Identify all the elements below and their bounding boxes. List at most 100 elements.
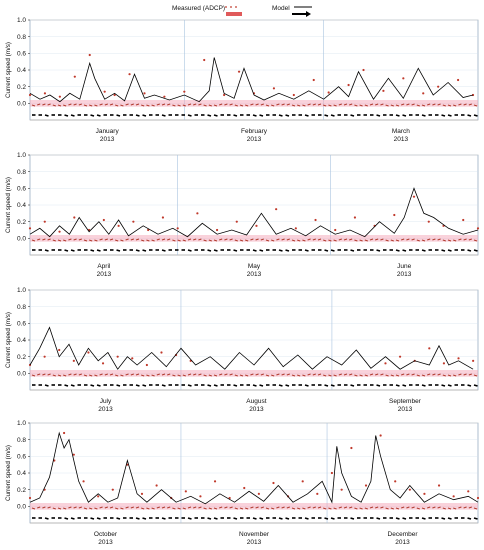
measured-direction-tick — [104, 103, 108, 106]
measured-direction-tick — [125, 373, 129, 376]
measured-direction-tick — [172, 374, 176, 377]
legend-model-arrow — [292, 11, 311, 17]
measured-point — [116, 355, 119, 358]
y-tick-label: 0.2 — [17, 354, 26, 361]
model-direction-tick — [473, 114, 478, 117]
measured-direction-tick — [323, 374, 327, 377]
measured-direction-tick — [57, 374, 62, 377]
model-direction-tick — [350, 384, 355, 387]
measured-direction-tick — [47, 103, 51, 106]
measured-point — [422, 92, 425, 95]
measured-direction-tick — [135, 506, 140, 509]
model-direction-tick — [70, 249, 75, 252]
measured-direction-tick — [255, 238, 259, 241]
measured-point — [316, 492, 319, 495]
measured-direction-tick — [354, 239, 358, 242]
measured-direction-tick — [135, 373, 140, 376]
measured-direction-tick — [52, 507, 56, 510]
measured-direction-tick — [333, 374, 337, 377]
measured-direction-tick — [234, 239, 238, 242]
model-direction-tick — [213, 114, 218, 117]
measured-point — [456, 78, 460, 82]
measured-point — [184, 490, 187, 493]
model-direction-tick — [421, 517, 426, 520]
measured-direction-tick — [395, 104, 400, 107]
model-direction-tick — [233, 249, 238, 252]
measured-point — [58, 348, 61, 352]
model-direction-tick — [135, 249, 140, 252]
measured-direction-tick — [349, 103, 353, 106]
month-label: November — [239, 531, 270, 538]
month-label: October — [94, 531, 118, 538]
measured-direction-tick — [416, 239, 420, 242]
measured-direction-tick — [125, 506, 129, 509]
measured-direction-tick — [234, 507, 238, 510]
measured-point — [255, 224, 258, 227]
measured-direction-tick — [338, 238, 342, 241]
month-label: March — [392, 128, 410, 135]
y-axis-label: Current speed (m/s) — [5, 177, 12, 233]
model-direction-ticks — [32, 384, 478, 387]
measured-direction-tick — [151, 239, 155, 242]
measured-direction-tick — [291, 104, 296, 107]
measured-direction-tick — [42, 103, 46, 106]
model-direction-tick — [304, 249, 309, 252]
measured-point — [97, 495, 100, 498]
measured-point — [43, 92, 47, 95]
measured-direction-tick — [447, 239, 452, 242]
year-label: 2013 — [249, 406, 264, 413]
measured-point — [103, 90, 106, 93]
measured-point — [237, 70, 241, 73]
measured-direction-tick — [125, 103, 129, 106]
measured-direction-tick — [271, 104, 275, 107]
measured-direction-tick — [203, 239, 207, 242]
measured-direction-tick — [239, 507, 244, 510]
measured-direction-tick — [167, 373, 171, 376]
model-direction-tick — [467, 384, 472, 387]
model-direction-tick — [324, 249, 329, 252]
legend-measured-label: Measured (ADCP) — [172, 5, 225, 12]
model-direction-tick — [142, 384, 147, 387]
measured-direction-tick — [380, 238, 384, 241]
model-direction-tick — [207, 384, 212, 387]
measured-direction-tick — [349, 238, 353, 241]
month-label: July — [100, 398, 112, 405]
measured-direction-tick — [432, 103, 436, 106]
measured-direction-tick — [307, 373, 311, 376]
measured-direction-tick — [276, 373, 280, 376]
y-tick-label: 0.0 — [17, 504, 26, 511]
measured-point — [314, 218, 317, 222]
model-direction-tick — [233, 517, 238, 520]
measured-direction-tick — [151, 104, 155, 107]
measured-direction-tick — [198, 238, 202, 241]
measured-point — [183, 90, 186, 93]
measured-direction-tick — [245, 374, 249, 377]
measured-direction-tick — [89, 104, 93, 107]
measured-point — [117, 224, 120, 227]
measured-direction-tick — [421, 239, 426, 242]
model-direction-tick — [447, 384, 452, 387]
measured-direction-tick — [473, 104, 478, 107]
measured-point — [437, 484, 441, 487]
measured-direction-tick — [369, 238, 374, 241]
measured-direction-tick — [265, 374, 270, 377]
measured-direction-tick — [395, 239, 400, 242]
measured-direction-tick — [99, 506, 103, 509]
measured-direction-tick — [109, 373, 114, 376]
measured-point — [452, 495, 455, 498]
model-direction-tick — [96, 384, 101, 387]
model-direction-tick — [116, 517, 121, 520]
measured-direction-tick — [437, 373, 441, 376]
model-direction-tick — [402, 114, 407, 117]
measured-direction-tick — [187, 373, 192, 376]
measured-direction-tick — [385, 239, 389, 242]
measured-direction-tick — [323, 104, 327, 107]
model-direction-tick — [330, 517, 335, 520]
model-direction-tick — [395, 249, 400, 252]
model-direction-tick — [447, 114, 452, 117]
measured-point — [327, 91, 330, 94]
measured-direction-tick — [416, 104, 420, 107]
measured-direction-tick — [182, 374, 186, 377]
measured-direction-tick — [323, 239, 327, 242]
